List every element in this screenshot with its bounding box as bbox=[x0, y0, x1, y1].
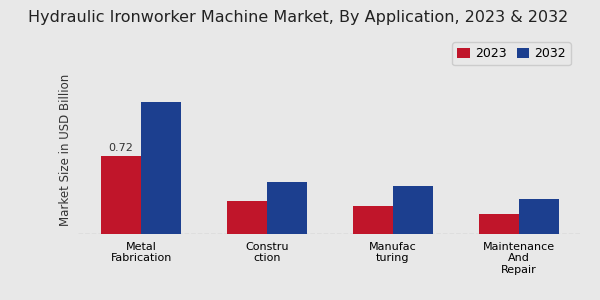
Bar bbox=[353, 206, 393, 234]
Bar bbox=[519, 199, 559, 234]
Legend: 2023, 2032: 2023, 2032 bbox=[452, 42, 571, 65]
Text: Hydraulic Ironworker Machine Market, By Application, 2023 & 2032: Hydraulic Ironworker Machine Market, By … bbox=[28, 10, 568, 25]
Bar bbox=[393, 186, 433, 234]
Bar bbox=[141, 102, 181, 234]
Bar bbox=[267, 182, 307, 234]
Bar bbox=[227, 202, 267, 234]
Bar bbox=[101, 156, 141, 234]
Text: 0.72: 0.72 bbox=[109, 143, 133, 153]
Y-axis label: Market Size in USD Billion: Market Size in USD Billion bbox=[59, 74, 73, 226]
Bar bbox=[479, 214, 519, 234]
